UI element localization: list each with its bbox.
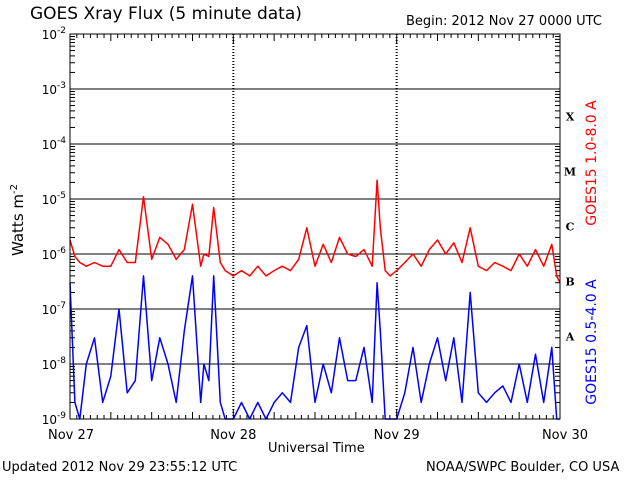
- x-axis-label: Universal Time: [268, 441, 365, 456]
- x-tick-label: Nov 27: [48, 428, 94, 443]
- begin-time-label: Begin: 2012 Nov 27 0000 UTC: [406, 14, 602, 29]
- x-tick-label: Nov 28: [210, 428, 256, 443]
- chart-title: GOES Xray Flux (5 minute data): [30, 4, 302, 24]
- flare-class-label: C: [566, 221, 575, 234]
- flare-class-label: X: [566, 111, 575, 124]
- plot-frame: [69, 33, 561, 420]
- flare-class-label: A: [565, 331, 575, 344]
- x-tick-label: Nov 29: [374, 428, 420, 443]
- updated-timestamp: Updated 2012 Nov 29 23:55:12 UTC: [2, 460, 238, 475]
- series-line-1: [69, 275, 560, 420]
- y-tick-label: 10-5: [42, 191, 66, 207]
- y-tick-label: 10-4: [42, 136, 67, 152]
- x-tick-label: Nov 30: [542, 428, 588, 443]
- flare-class-label: M: [564, 166, 576, 179]
- y-tick-label: 10-7: [42, 301, 66, 317]
- flare-class-label: B: [565, 276, 574, 289]
- credit-label: NOAA/SWPC Boulder, CO USA: [426, 460, 620, 475]
- y-tick-label: 10-8: [42, 356, 67, 372]
- series-line-0: [69, 179, 561, 284]
- y-tick-label: 10-2: [42, 26, 66, 42]
- y-tick-label: 10-3: [42, 81, 66, 97]
- y-tick-label: 10-6: [42, 246, 67, 262]
- y-tick-label: 10-9: [42, 411, 67, 427]
